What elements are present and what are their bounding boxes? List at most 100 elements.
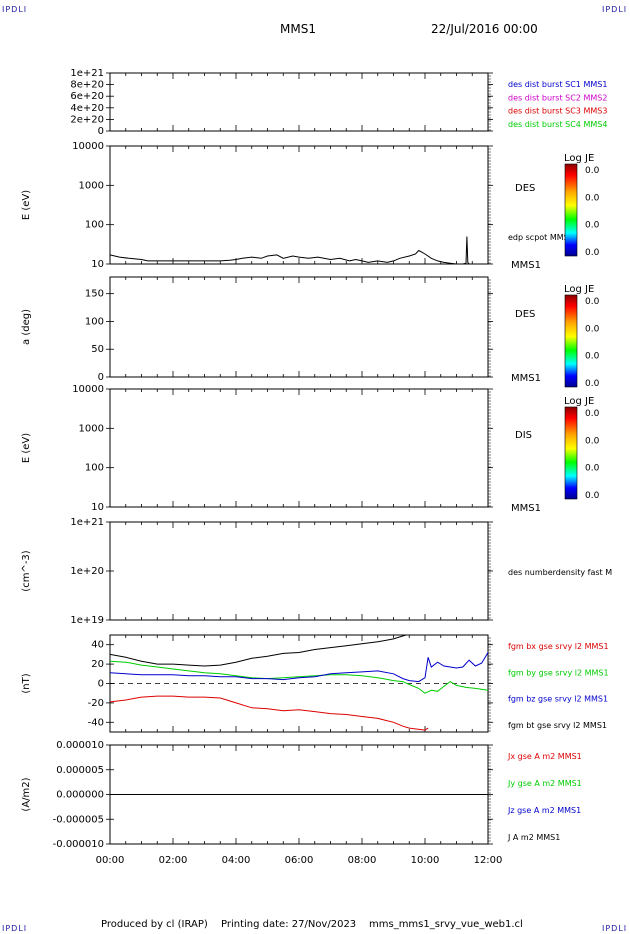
panel-frame	[109, 276, 489, 378]
y-tick-label: 0	[98, 126, 104, 137]
legend-entry: J A m2 MMS1	[507, 833, 560, 842]
legend-entry: Jy gse A m2 MMS1	[507, 779, 582, 788]
y-tick-label: 10000	[72, 384, 104, 395]
colorbar-title: Log JE	[564, 284, 594, 295]
colorbar	[564, 406, 578, 500]
y-tick-label: 0	[98, 372, 104, 383]
colorbar	[564, 294, 578, 388]
corner-label-top-left: IPDLI	[2, 5, 28, 14]
time-tick-label: 10:00	[411, 855, 440, 866]
colorbar-tick-label: 0.0	[585, 248, 600, 258]
y-tick-label: 1000	[79, 180, 104, 191]
y-tick-label: 10	[91, 259, 104, 270]
y-tick-label: -0.000010	[53, 839, 104, 850]
y-tick-label: -40	[88, 717, 104, 728]
colorbar-tick-label: 0.0	[585, 221, 600, 231]
y-tick-label: 50	[91, 344, 104, 355]
legend-entry: des numberdensity fast M	[508, 568, 612, 577]
series-line-fgm-bt-gse-srvy-l2-MMS1	[109, 634, 407, 667]
colorbar-tick-label: 0.0	[585, 464, 600, 474]
instrument-label: DES	[515, 309, 535, 320]
spacecraft-title: MMS1	[280, 22, 316, 36]
y-tick-label: 4e+20	[70, 103, 104, 114]
instrument-label: DES	[515, 183, 535, 194]
legend-entry: des dist burst SC2 MMS2	[508, 93, 607, 102]
colorbar-tick-label: 0.0	[585, 491, 600, 501]
colorbar-title: Log JE	[564, 396, 594, 407]
colorbar-tick-label: 0.0	[585, 297, 600, 307]
legend-entry: des dist burst SC3 MMS3	[508, 107, 607, 116]
spacecraft-label: MMS1	[511, 503, 541, 514]
colorbar-tick-label: 0.0	[585, 352, 600, 362]
legend-entry: fgm bt gse srvy l2 MMS1	[508, 721, 607, 730]
y-tick-label: -0.000005	[53, 814, 104, 825]
y-tick-label: -20	[88, 698, 104, 709]
instrument-label: DIS	[515, 430, 532, 441]
legend-entry: fgm bx gse srvy l2 MMS1	[508, 642, 609, 651]
series-line-edp-scpot-MMS1	[109, 236, 470, 265]
legend-entry: Jz gse A m2 MMS1	[507, 806, 581, 815]
y-tick-label: 1e+21	[70, 517, 104, 528]
time-tick-label: 04:00	[222, 855, 251, 866]
colorbar-tick-label: 0.0	[585, 379, 600, 389]
y-tick-label: 1e+21	[70, 68, 104, 79]
colorbar-tick-label: 0.0	[585, 436, 600, 446]
series-line-fgm-by-gse-srvy-l2-MMS1	[109, 660, 489, 694]
spacecraft-label: MMS1	[511, 260, 541, 271]
y-axis-label: (cm^-3)	[21, 550, 32, 591]
colorbar-tick-label: 0.0	[585, 324, 600, 334]
panel-frame	[109, 388, 489, 508]
colorbar-title: Log JE	[564, 153, 594, 164]
y-tick-label: 0.000000	[56, 790, 104, 801]
y-tick-label: 150	[85, 289, 104, 300]
colorbar-tick-label: 0.0	[585, 193, 600, 203]
legend-entry: Jx gse A m2 MMS1	[507, 752, 582, 761]
series-line-fgm-bx-gse-srvy-l2-MMS1	[109, 695, 429, 731]
footer-printing-date: Printing date: 27/Nov/2023	[221, 919, 357, 930]
colorbar-tick-label: 0.0	[585, 166, 600, 176]
corner-label-bottom-left: IPDLI	[2, 924, 28, 933]
legend-entry: des dist burst SC1 MMS1	[508, 80, 607, 89]
series-line-fgm-bz-gse-srvy-l2-MMS1	[109, 652, 489, 683]
spacecraft-label: MMS1	[511, 373, 541, 384]
y-axis-label: E (eV)	[21, 433, 32, 463]
time-tick-label: 02:00	[159, 855, 188, 866]
colorbar-tick-label: 0.0	[585, 409, 600, 419]
legend-entry: fgm bz gse srvy l2 MMS1	[508, 695, 608, 704]
time-tick-label: 12:00	[474, 855, 503, 866]
legend-entry: des dist burst SC4 MMS4	[508, 120, 607, 129]
panel-frame	[109, 145, 489, 265]
y-tick-label: 1e+20	[70, 566, 104, 577]
y-tick-label: 20	[91, 659, 104, 670]
y-tick-label: 1000	[79, 423, 104, 434]
y-axis-label: (nT)	[21, 673, 32, 693]
time-tick-label: 06:00	[285, 855, 314, 866]
y-tick-label: 6e+20	[70, 91, 104, 102]
y-tick-label: 40	[91, 640, 104, 651]
y-tick-label: 0	[98, 679, 104, 690]
series-label: edp scpot MMS1	[508, 233, 574, 242]
y-axis-label: (A/m2)	[21, 777, 32, 811]
y-tick-label: 10	[91, 502, 104, 513]
y-tick-label: 0.000010	[56, 740, 104, 751]
y-tick-label: 100	[85, 220, 104, 231]
time-tick-label: 08:00	[348, 855, 377, 866]
footer-produced: Produced by cl (IRAP)	[101, 919, 208, 930]
y-tick-label: 2e+20	[70, 114, 104, 125]
y-tick-label: 8e+20	[70, 80, 104, 91]
colorbar	[564, 163, 578, 257]
y-tick-label: 1e+19	[70, 615, 104, 626]
panel-frame	[109, 521, 489, 621]
date-title: 22/Jul/2016 00:00	[431, 22, 538, 36]
y-axis-label: E (eV)	[21, 190, 32, 220]
y-tick-label: 100	[85, 316, 104, 327]
corner-label-bottom-right: IPDLI	[602, 924, 628, 933]
corner-label-top-right: IPDLI	[602, 5, 628, 14]
legend-entry: fgm by gse srvy l2 MMS1	[508, 668, 609, 677]
y-axis-label: a (deg)	[21, 309, 32, 345]
time-tick-label: 00:00	[96, 855, 125, 866]
y-tick-label: 0.000005	[56, 765, 104, 776]
panel-frame	[109, 72, 489, 132]
y-tick-label: 10000	[72, 141, 104, 152]
